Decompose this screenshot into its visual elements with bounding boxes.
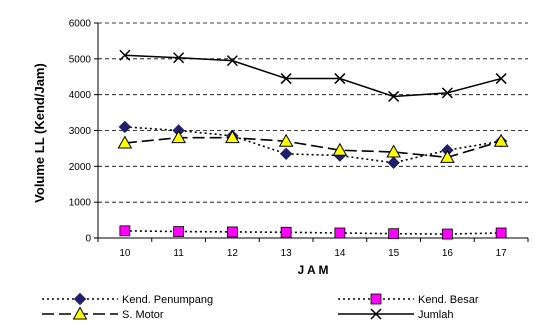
x-tick-label-17: 17: [496, 248, 508, 259]
legend-label-kend-besar: Kend. Besar: [418, 294, 479, 306]
x-tick-label-15: 15: [388, 248, 400, 259]
point-s-motor-10: [117, 135, 133, 149]
x-tick-label-10: 10: [119, 248, 131, 259]
point-jumlah-17: [495, 73, 507, 85]
point-jumlah-15: [388, 90, 400, 102]
point-kend-besar-14: [334, 227, 346, 239]
y-tick-label-6000: 6000: [69, 19, 92, 30]
y-tick-label-1000: 1000: [69, 198, 92, 209]
legend-marker-kend-penumpang: [73, 292, 87, 306]
series-line-s-motor: [124, 136, 502, 159]
legend-marker-s-motor: [72, 306, 88, 320]
series-line-kend-penumpang: [124, 126, 502, 164]
legend: Kend. Penumpang Kend. Besar S. Motor Jumlah: [42, 292, 479, 321]
x-tick-label-11: 11: [173, 248, 184, 259]
legend-label-jumlah: Jumlah: [418, 309, 453, 321]
y-tick-label-0: 0: [85, 234, 91, 245]
axes: [94, 22, 529, 242]
x-tick-labels: 10 11 12 13 14 15 16 17: [119, 248, 507, 259]
point-jumlah-10: [119, 49, 131, 61]
point-s-motor-14: [332, 142, 348, 156]
x-tick-label-16: 16: [442, 248, 454, 259]
x-tick-label-14: 14: [334, 248, 346, 259]
x-tick-label-13: 13: [281, 248, 293, 259]
y-axis-title: Volume LL (Kend/Jam): [32, 63, 47, 203]
legend-marker-kend-besar: [370, 293, 382, 305]
legend-label-s-motor: S. Motor: [122, 309, 164, 321]
point-jumlah-16: [441, 87, 453, 99]
point-jumlah-12: [226, 55, 238, 67]
point-s-motor-11: [171, 130, 186, 144]
y-tick-label-4000: 4000: [69, 90, 92, 101]
point-kend-besar-11: [173, 226, 185, 237]
y-tick-labels: 0 1000 2000 3000 4000 5000 6000: [69, 19, 92, 245]
point-jumlah-14: [334, 73, 346, 85]
point-s-motor-17: [493, 133, 509, 147]
x-tick-label-12: 12: [227, 248, 239, 259]
point-kend-besar-12: [226, 226, 238, 238]
point-kend-besar-16: [441, 228, 453, 240]
point-s-motor-13: [278, 133, 294, 147]
point-kend-besar-13: [280, 226, 292, 238]
point-jumlah-11: [173, 52, 185, 64]
grid-lines: [98, 22, 528, 203]
legend-marker-jumlah: [370, 308, 382, 320]
series-layer: [117, 49, 509, 240]
point-kend-besar-15: [388, 228, 400, 240]
point-kend-penumpang-10: [118, 120, 132, 134]
y-tick-label-5000: 5000: [69, 54, 92, 65]
point-kend-penumpang-15: [387, 156, 400, 169]
point-s-motor-15: [386, 144, 401, 158]
point-s-motor-12: [225, 130, 240, 144]
legend-label-kend-penumpang: Kend. Penumpang: [122, 294, 213, 306]
point-jumlah-13: [280, 73, 292, 85]
point-s-motor-16: [440, 149, 455, 163]
y-tick-label-3000: 3000: [69, 126, 92, 137]
x-axis-title: J A M: [297, 263, 328, 277]
point-kend-besar-17: [495, 227, 507, 239]
y-tick-label-2000: 2000: [69, 162, 92, 173]
series-line-jumlah: [124, 54, 502, 98]
point-kend-penumpang-13: [279, 147, 293, 160]
point-kend-besar-10: [119, 225, 131, 237]
